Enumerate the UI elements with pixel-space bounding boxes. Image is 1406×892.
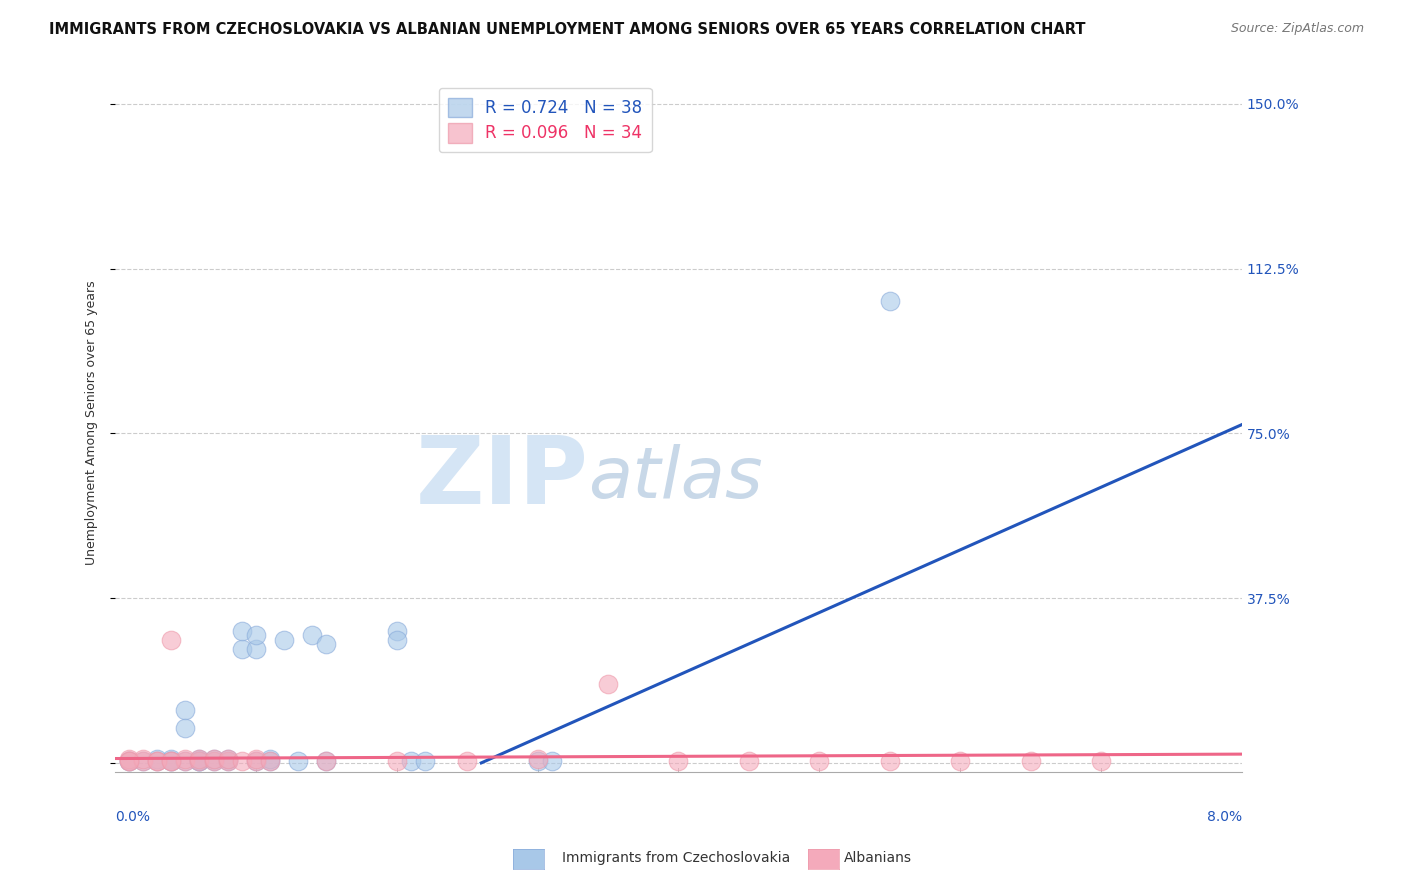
Point	[188, 754, 211, 768]
Point	[217, 751, 239, 765]
Point	[287, 754, 309, 768]
Point	[231, 754, 253, 768]
Point	[188, 754, 211, 768]
Point	[160, 754, 183, 768]
Point	[160, 754, 183, 768]
Point	[1019, 754, 1042, 768]
Point	[202, 751, 225, 765]
Point	[174, 721, 197, 735]
Point	[526, 754, 548, 768]
Point	[160, 751, 183, 765]
Point	[118, 754, 141, 768]
Point	[456, 754, 478, 768]
Point	[174, 754, 197, 768]
Point	[540, 754, 562, 768]
Point	[132, 754, 155, 768]
Text: 0.0%: 0.0%	[115, 810, 150, 824]
Point	[217, 751, 239, 765]
Point	[132, 754, 155, 768]
Point	[526, 751, 548, 765]
Text: Source: ZipAtlas.com: Source: ZipAtlas.com	[1230, 22, 1364, 36]
Point	[315, 754, 337, 768]
Text: Albanians: Albanians	[844, 851, 911, 865]
Point	[188, 751, 211, 765]
Point	[245, 641, 267, 656]
Point	[949, 754, 972, 768]
Point	[146, 751, 169, 765]
Point	[146, 754, 169, 768]
Point	[202, 754, 225, 768]
Point	[118, 754, 141, 768]
Point	[118, 754, 141, 768]
Text: atlas: atlas	[588, 443, 763, 513]
Point	[1090, 754, 1112, 768]
Legend: R = 0.724   N = 38, R = 0.096   N = 34: R = 0.724 N = 38, R = 0.096 N = 34	[439, 88, 651, 153]
Text: 8.0%: 8.0%	[1206, 810, 1241, 824]
Point	[174, 754, 197, 768]
Point	[315, 637, 337, 651]
Point	[188, 754, 211, 768]
Point	[668, 754, 690, 768]
Point	[118, 751, 141, 765]
Point	[596, 677, 619, 691]
Point	[231, 641, 253, 656]
Point	[385, 624, 408, 638]
Point	[738, 754, 761, 768]
Point	[188, 754, 211, 768]
Point	[188, 751, 211, 765]
Point	[174, 751, 197, 765]
Text: Immigrants from Czechoslovakia: Immigrants from Czechoslovakia	[562, 851, 790, 865]
Y-axis label: Unemployment Among Seniors over 65 years: Unemployment Among Seniors over 65 years	[86, 280, 98, 565]
Text: IMMIGRANTS FROM CZECHOSLOVAKIA VS ALBANIAN UNEMPLOYMENT AMONG SENIORS OVER 65 YE: IMMIGRANTS FROM CZECHOSLOVAKIA VS ALBANI…	[49, 22, 1085, 37]
Point	[118, 754, 141, 768]
Point	[160, 754, 183, 768]
Point	[217, 754, 239, 768]
Point	[245, 754, 267, 768]
Point	[301, 628, 323, 642]
Point	[202, 751, 225, 765]
Point	[259, 754, 281, 768]
Point	[245, 751, 267, 765]
Point	[385, 754, 408, 768]
Point	[385, 632, 408, 647]
Point	[259, 751, 281, 765]
Point	[160, 754, 183, 768]
Point	[879, 294, 901, 309]
Point	[174, 703, 197, 717]
Point	[315, 754, 337, 768]
Point	[245, 628, 267, 642]
Point	[217, 754, 239, 768]
Point	[245, 754, 267, 768]
Point	[399, 754, 422, 768]
Text: ZIP: ZIP	[415, 433, 588, 524]
Point	[879, 754, 901, 768]
Point	[146, 754, 169, 768]
Point	[231, 624, 253, 638]
Point	[132, 751, 155, 765]
Point	[259, 754, 281, 768]
Point	[202, 754, 225, 768]
Point	[160, 632, 183, 647]
Point	[808, 754, 831, 768]
Point	[273, 632, 295, 647]
Point	[413, 754, 436, 768]
Point	[146, 754, 169, 768]
